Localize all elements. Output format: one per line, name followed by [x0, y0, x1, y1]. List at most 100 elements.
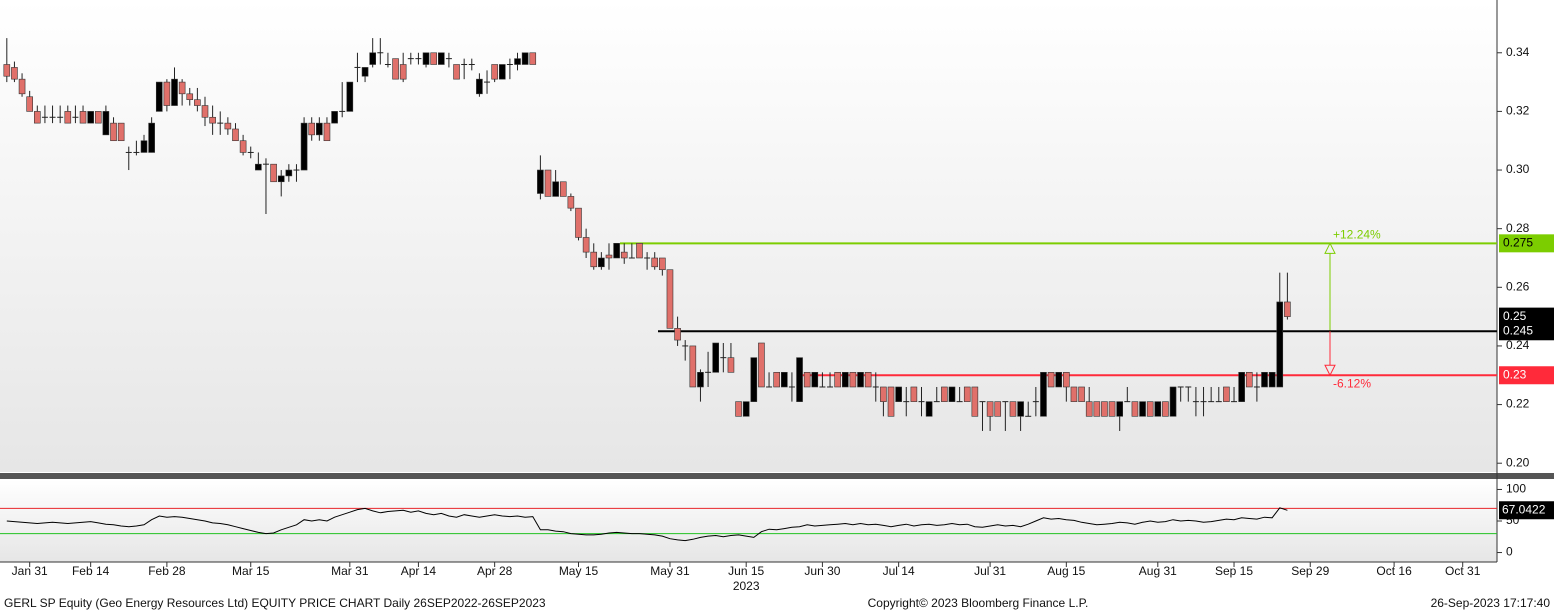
candle-body [727, 357, 735, 373]
candle-body [544, 169, 552, 197]
candle-body [117, 122, 125, 142]
y-tick-label: 0.30 [1506, 162, 1530, 176]
candle-body [1108, 401, 1116, 417]
y-tick-label: 0.22 [1506, 397, 1530, 411]
candle-body [437, 52, 445, 65]
x-tick-label: Feb 28 [148, 564, 186, 578]
candle-body [163, 81, 171, 106]
y-tick-label: 0.32 [1506, 104, 1530, 118]
candle-body [453, 64, 460, 80]
candle-body [224, 122, 232, 130]
candle-body [582, 237, 590, 253]
candle-body [758, 342, 765, 388]
candle-body [986, 401, 994, 417]
candle-body [803, 372, 811, 388]
candle-body [1093, 401, 1101, 417]
candle-body [895, 386, 902, 402]
candle-body [521, 52, 529, 65]
candle-body [361, 67, 369, 77]
y-tick-label: 100 [1506, 482, 1526, 496]
last-price-box [1499, 307, 1554, 326]
year-label: 2023 [733, 579, 760, 593]
candle-body [3, 64, 11, 77]
candle-body [178, 81, 186, 95]
x-tick-label: Oct 16 [1376, 564, 1412, 578]
arrow-head [1324, 364, 1336, 377]
x-tick-label: Jan 31 [12, 564, 48, 578]
candle-body [659, 257, 666, 271]
candle-body [1223, 386, 1230, 402]
level-box [1499, 366, 1554, 385]
x-tick-label: Jul 31 [974, 564, 1006, 578]
x-tick-label: Apr 14 [401, 564, 437, 578]
candle-body [64, 111, 72, 124]
level-label: 0.23 [1503, 367, 1527, 381]
x-tick-label: Jun 30 [804, 564, 840, 578]
candle-body [1245, 372, 1253, 388]
candle-body [613, 243, 620, 259]
candle-body [1009, 401, 1017, 417]
x-tick-label: Sep 29 [1291, 564, 1329, 578]
level-box [1499, 234, 1554, 253]
rsi-last-label: 67.0422 [1502, 502, 1546, 516]
footer-left: GERL SP Equity (Geo Energy Resources Ltd… [4, 596, 546, 610]
candle-body [559, 181, 567, 197]
x-tick-label: Mar 31 [331, 564, 369, 578]
y-tick-label: 0.24 [1506, 338, 1530, 352]
candle-body [26, 96, 33, 112]
candle-body [796, 357, 803, 402]
candle-body [186, 93, 194, 100]
x-tick-label: May 15 [559, 564, 599, 578]
candle-body [285, 169, 293, 177]
x-tick-label: May 31 [650, 564, 690, 578]
candle-body [887, 386, 895, 417]
candle-body [689, 345, 697, 388]
arrow-head [1324, 242, 1336, 254]
candle-body [300, 122, 308, 171]
level-box [1499, 322, 1554, 341]
candle-body [1047, 372, 1055, 388]
candle-body [750, 357, 758, 402]
candle-body [735, 401, 742, 417]
candle-body [590, 251, 598, 268]
candle-body [712, 342, 719, 373]
x-tick-label: Jun 15 [728, 564, 764, 578]
candle-body [636, 243, 643, 259]
candle-body [94, 111, 102, 124]
candle-body [1040, 372, 1047, 417]
candle-body [834, 372, 841, 388]
candle-body [201, 105, 209, 118]
last-price-label: 0.25 [1503, 309, 1527, 323]
candle-body [1055, 372, 1063, 388]
candle-body [963, 386, 971, 402]
candle-body [399, 64, 407, 80]
footer-center: Copyright© 2023 Bloomberg Finance L.P. [868, 596, 1089, 610]
candle-body [346, 81, 354, 112]
candle-body [864, 372, 872, 388]
candle-body [575, 207, 582, 238]
candle-body [316, 122, 323, 136]
candle-body [1154, 401, 1162, 417]
candle-body [1162, 401, 1169, 417]
candle-body [239, 140, 247, 153]
y-tick-label: 0.34 [1506, 45, 1530, 59]
candle-body [857, 372, 864, 388]
candle-body [1284, 301, 1291, 317]
candle-body [87, 111, 94, 124]
candle-body [773, 372, 780, 388]
candle-body [994, 401, 1002, 417]
y-tick-label: 0.28 [1506, 221, 1530, 235]
candle-body [331, 111, 338, 124]
x-tick-label: Oct 31 [1445, 564, 1481, 578]
candle-body [255, 163, 262, 171]
x-tick-label: Feb 14 [72, 564, 110, 578]
x-tick-label: Apr 28 [477, 564, 513, 578]
candle-body [11, 67, 18, 80]
y-tick-label: 0 [1506, 545, 1513, 559]
rsi-last-box [1499, 501, 1554, 520]
candle-body [476, 78, 483, 95]
candle-body [140, 140, 148, 153]
candle-body [369, 52, 376, 65]
candle-body [155, 81, 163, 112]
